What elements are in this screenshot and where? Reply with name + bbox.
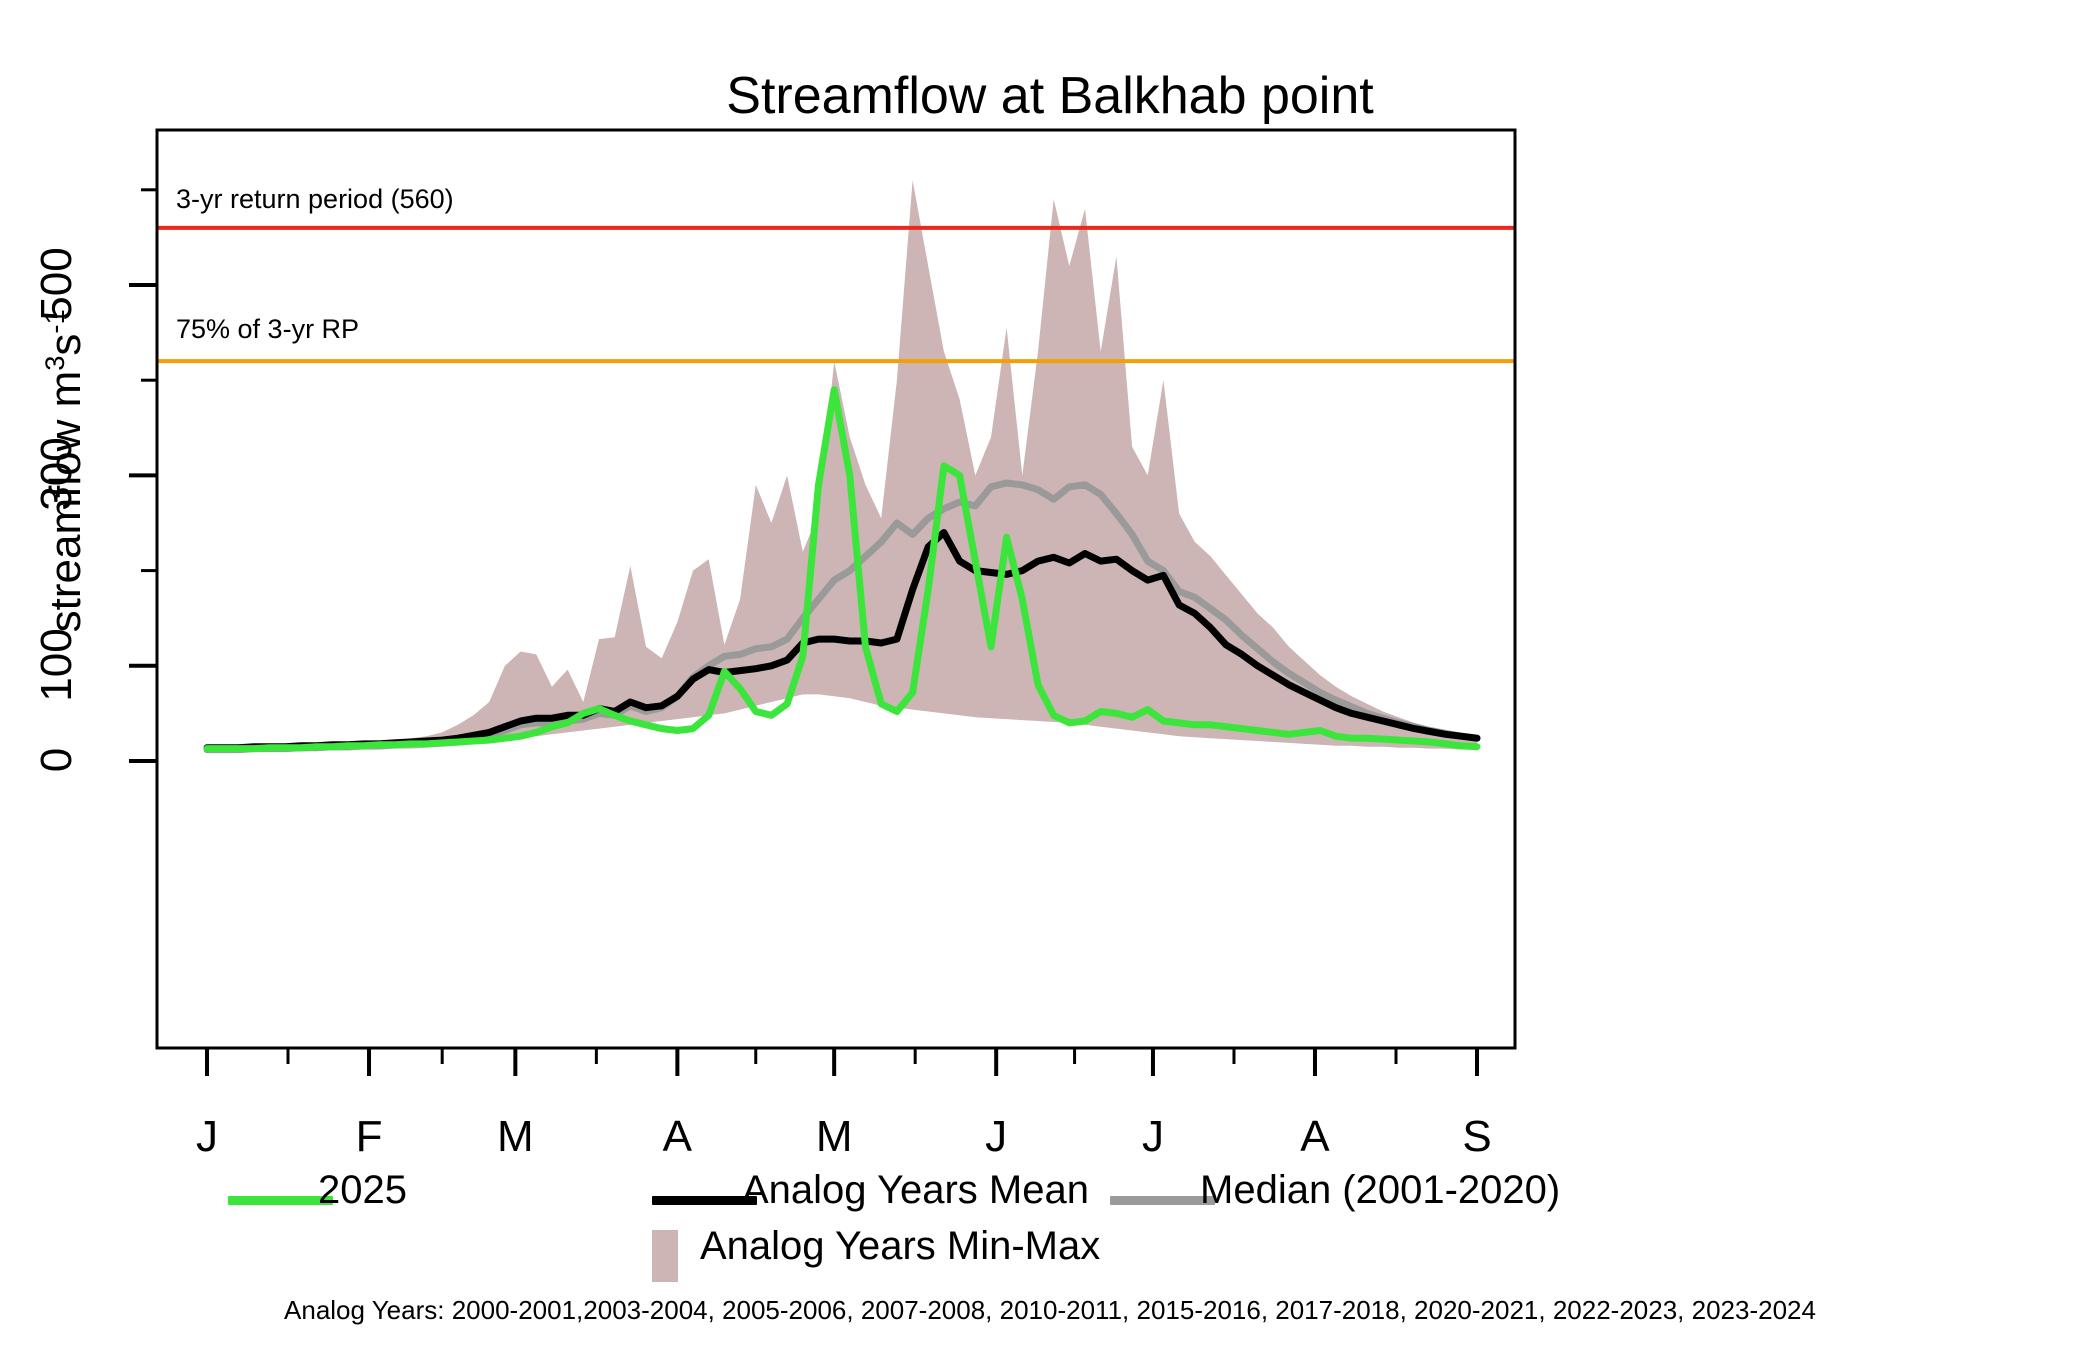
page-title: Streamflow at Balkhab point	[726, 67, 1374, 125]
legend-label-2025[interactable]: 2025	[318, 1168, 407, 1212]
threshold-label-75pct-rp: 75% of 3-yr RP	[176, 314, 360, 344]
x-tick-label-3: A	[662, 1112, 693, 1161]
line-2025	[203, 386, 1481, 753]
x-tick-label-0: J	[196, 1112, 218, 1161]
legend-label-analog-years-mean[interactable]: Analog Years Mean	[742, 1168, 1089, 1212]
x-tick-label-4: M	[815, 1112, 853, 1161]
data-lines-group	[203, 386, 1481, 754]
legend-line-analog-years-mean	[652, 1196, 757, 1205]
analog-years-caption: Analog Years: 2000-2001,2003-2004, 2005-…	[284, 1295, 1816, 1325]
y-tick-label-100: 100	[32, 628, 81, 702]
legend-label-analog-years-minmax[interactable]: Analog Years Min-Max	[700, 1224, 1101, 1268]
y-tick-label-500: 500	[32, 247, 81, 321]
legend-swatch-analog-years-minmax	[652, 1230, 678, 1282]
threshold-label-3yr-return-period: 3-yr return period (560)	[176, 184, 454, 214]
legend-line-2025	[228, 1196, 333, 1205]
y-tick-label-300: 300	[32, 437, 81, 512]
x-tick-label-6: J	[1141, 1112, 1164, 1161]
x-tick-label-5: J	[985, 1112, 1008, 1161]
legend-line-median	[1110, 1196, 1215, 1205]
x-tick-label-1: F	[355, 1112, 383, 1161]
x-tick-label-7: A	[1300, 1112, 1330, 1161]
legend-label-median[interactable]: Median (2001-2020)	[1200, 1168, 1561, 1212]
x-tick-label-8: S	[1462, 1112, 1492, 1161]
minmax-band	[207, 180, 1477, 752]
x-tick-label-2: M	[497, 1112, 534, 1161]
minmax-band-group	[207, 180, 1477, 752]
